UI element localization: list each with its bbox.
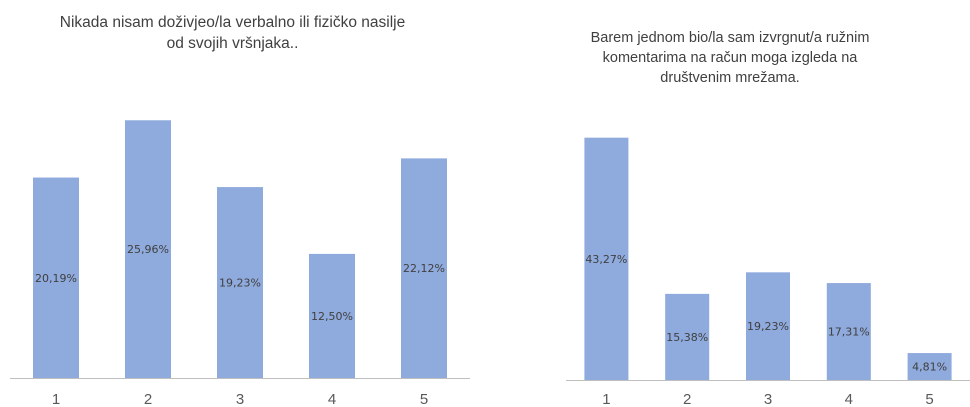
data-label: 12,50% <box>311 310 353 323</box>
chart-left: Nikada nisam doživjeo/la verbalno ili fi… <box>0 0 480 407</box>
bar-1 <box>584 137 629 380</box>
chart-title-line-1: Barem jednom bio/la sam izvrgnut/a ružni… <box>590 30 870 46</box>
data-label: 43,27% <box>585 253 627 266</box>
chart-right: Barem jednom bio/la sam izvrgnut/a ružni… <box>490 0 970 407</box>
chart-title: Nikada nisam doživjeo/la verbalno ili fi… <box>0 12 465 54</box>
chart-title-line-2: od svojih vršnjaka.. <box>166 35 299 52</box>
chart-title-line-3: društvenim mrežama. <box>660 70 800 86</box>
x-tick-label: 5 <box>925 391 933 407</box>
bar-1 <box>33 177 79 378</box>
bar-chart-svg: 20,19% 1 25,96% 2 19,23% 3 12,50% 4 22,12% 5 <box>10 120 470 407</box>
data-label: 25,96% <box>127 243 169 256</box>
bar-3 <box>217 187 263 378</box>
chart-title: Barem jednom bio/la sam izvrgnut/a ružni… <box>490 28 970 88</box>
x-tick-label: 5 <box>420 391 428 407</box>
x-tick-label: 2 <box>683 391 691 407</box>
x-tick-label: 4 <box>845 391 853 407</box>
bar-4 <box>826 283 871 380</box>
chart-title-line-2: komentarima na račun moga izgleda na <box>602 50 858 66</box>
data-label: 4,81% <box>912 361 947 374</box>
chart-title-line-1: Nikada nisam doživjeo/la verbalno ili fi… <box>59 14 406 31</box>
data-label: 15,38% <box>666 331 708 344</box>
data-label: 22,12% <box>403 262 445 275</box>
x-tick-label: 2 <box>144 391 152 407</box>
bar-5 <box>401 158 447 378</box>
bar-5 <box>907 353 952 380</box>
bar-3 <box>746 272 790 380</box>
bar-chart-svg: 43,27% 1 15,38% 2 19,23% 3 17,31% 4 4,81% 5 <box>566 137 970 407</box>
data-label: 19,23% <box>219 277 261 290</box>
x-tick-label: 1 <box>52 391 60 407</box>
x-tick-label: 3 <box>236 391 244 407</box>
bar-2 <box>125 120 171 379</box>
data-label: 17,31% <box>828 326 870 339</box>
data-label: 19,23% <box>747 320 789 333</box>
data-label: 20,19% <box>35 272 77 285</box>
bar-4 <box>309 253 355 378</box>
bar-2 <box>665 293 710 380</box>
x-tick-label: 4 <box>328 391 336 407</box>
x-tick-label: 3 <box>764 391 772 407</box>
x-tick-label: 1 <box>602 391 610 407</box>
